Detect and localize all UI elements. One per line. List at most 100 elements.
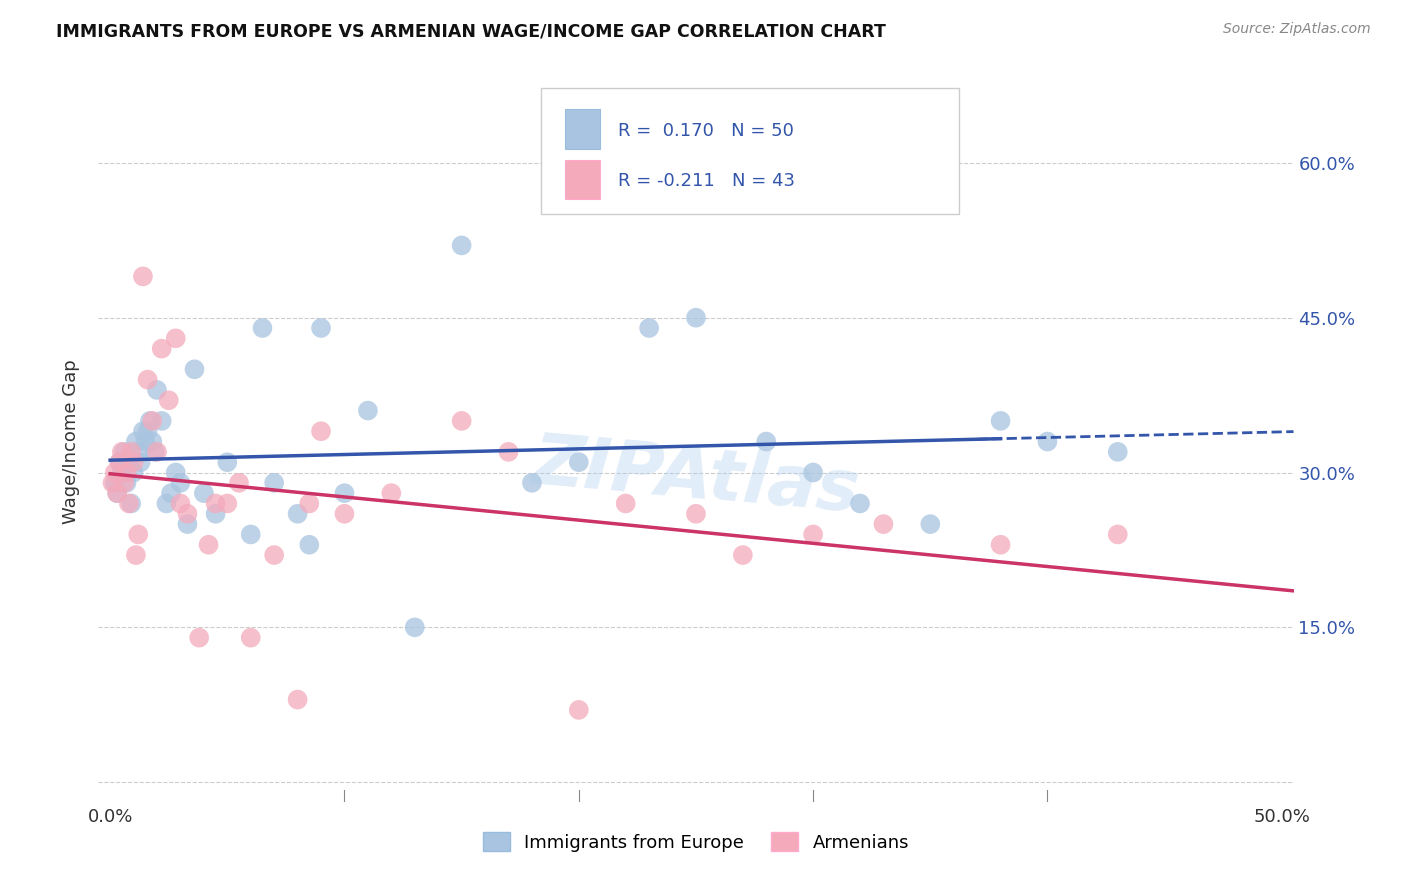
Point [104, 466, 127, 480]
Point [309, 424, 332, 438]
Point [568, 703, 591, 717]
Point [108, 455, 131, 469]
Point [132, 424, 155, 438]
Point [193, 486, 215, 500]
Point [146, 383, 169, 397]
Point [1107, 527, 1129, 541]
Point [450, 414, 472, 428]
Point [136, 424, 159, 438]
Point [115, 475, 138, 490]
Point [380, 486, 402, 500]
Point [127, 527, 149, 541]
Point [252, 321, 274, 335]
Point [333, 486, 356, 500]
Point [165, 331, 187, 345]
Point [520, 475, 543, 490]
Point [125, 434, 148, 449]
Text: IMMIGRANTS FROM EUROPE VS ARMENIAN WAGE/INCOME GAP CORRELATION CHART: IMMIGRANTS FROM EUROPE VS ARMENIAN WAGE/… [56, 22, 886, 40]
Bar [565, 109, 600, 149]
Point [127, 445, 149, 459]
Point [239, 527, 262, 541]
Point [638, 321, 661, 335]
Point [157, 393, 180, 408]
Point [204, 496, 226, 510]
Point [685, 507, 707, 521]
Point [104, 475, 127, 490]
Text: R =  0.170   N = 50: R = 0.170 N = 50 [619, 122, 794, 140]
Point [118, 496, 141, 510]
Point [298, 496, 321, 510]
Point [849, 496, 872, 510]
Point [263, 548, 285, 562]
Point [169, 496, 191, 510]
Point [120, 445, 142, 459]
Point [298, 538, 321, 552]
Point [112, 445, 135, 459]
Point [263, 475, 285, 490]
Point [169, 475, 191, 490]
Point [160, 486, 183, 500]
Point [176, 507, 198, 521]
Point [120, 496, 142, 510]
Point [101, 475, 124, 490]
Point [125, 548, 148, 562]
Point [228, 475, 250, 490]
Point [333, 507, 356, 521]
Point [404, 620, 426, 634]
Point [450, 238, 472, 252]
Point [108, 455, 131, 469]
Point [139, 414, 162, 428]
Point [990, 414, 1012, 428]
Point [239, 631, 262, 645]
Point [155, 496, 177, 510]
Point [112, 475, 135, 490]
Bar [565, 160, 600, 200]
Point [568, 455, 591, 469]
Point [141, 414, 163, 428]
Point [287, 507, 309, 521]
Point [498, 445, 520, 459]
Point [111, 445, 134, 459]
Point [150, 342, 173, 356]
Point [920, 517, 942, 532]
Point [134, 434, 156, 449]
Point [165, 466, 187, 480]
Point [129, 455, 152, 469]
Text: Source: ZipAtlas.com: Source: ZipAtlas.com [1223, 22, 1371, 37]
Point [197, 538, 219, 552]
Point [357, 403, 380, 417]
Point [188, 631, 211, 645]
Point [990, 538, 1012, 552]
Point [614, 496, 637, 510]
Point [118, 455, 141, 469]
Point [122, 455, 145, 469]
Point [1107, 445, 1129, 459]
Point [141, 434, 163, 449]
Point [136, 373, 159, 387]
FancyBboxPatch shape [541, 87, 959, 214]
Point [132, 269, 155, 284]
Point [217, 496, 239, 510]
Point [685, 310, 707, 325]
Point [309, 321, 332, 335]
Point [1036, 434, 1059, 449]
Point [143, 445, 166, 459]
Point [287, 692, 309, 706]
Point [731, 548, 754, 562]
Point [146, 445, 169, 459]
Point [176, 517, 198, 532]
Text: ZIPAtlas: ZIPAtlas [529, 429, 863, 526]
Legend: Immigrants from Europe, Armenians: Immigrants from Europe, Armenians [475, 825, 917, 859]
Text: R = -0.211   N = 43: R = -0.211 N = 43 [619, 172, 796, 190]
Point [801, 527, 824, 541]
Point [115, 466, 138, 480]
Point [204, 507, 226, 521]
Point [217, 455, 239, 469]
Point [801, 466, 824, 480]
Point [105, 486, 128, 500]
Point [150, 414, 173, 428]
Point [755, 434, 778, 449]
Y-axis label: Wage/Income Gap: Wage/Income Gap [62, 359, 80, 524]
Point [105, 486, 128, 500]
Point [111, 466, 134, 480]
